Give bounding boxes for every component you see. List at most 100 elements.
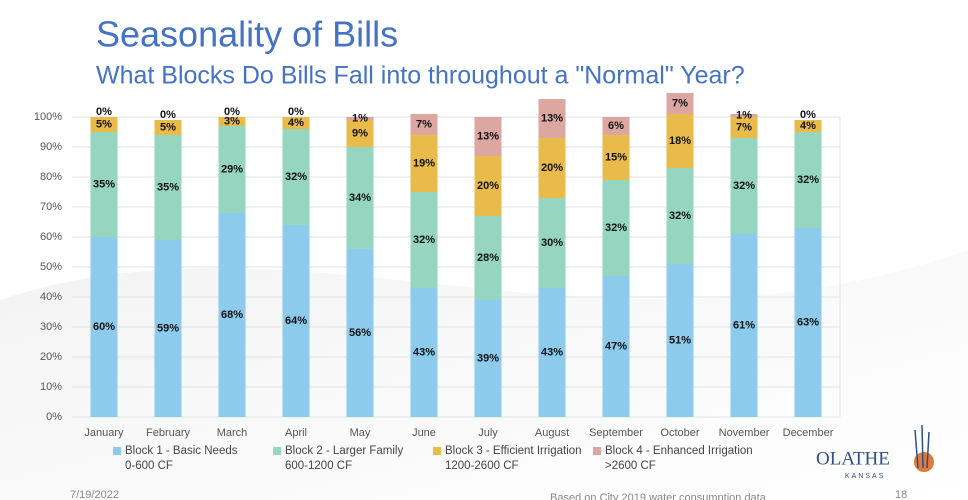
y-tick-label: 80% bbox=[40, 171, 62, 183]
value-label: 32% bbox=[285, 171, 307, 183]
bar-segment bbox=[794, 228, 822, 417]
bar-segment bbox=[90, 117, 118, 132]
y-tick-label: 40% bbox=[40, 291, 62, 303]
bar-segment bbox=[90, 237, 118, 417]
bar-segment bbox=[154, 240, 182, 417]
bar-segment bbox=[282, 117, 310, 129]
logo-subtext: KANSAS bbox=[845, 473, 885, 480]
legend-label: Block 3 - Efficient Irrigation bbox=[445, 445, 582, 457]
value-label: 7% bbox=[416, 118, 432, 130]
value-label: 9% bbox=[352, 127, 368, 139]
bar-segment bbox=[346, 120, 374, 147]
bar-segment bbox=[602, 135, 630, 180]
bar-segment bbox=[410, 114, 438, 135]
bar-segment bbox=[218, 126, 246, 213]
legend-swatch bbox=[433, 447, 441, 455]
value-label: 7% bbox=[672, 97, 688, 109]
legend-range: 1200-2600 CF bbox=[445, 460, 519, 472]
value-label: 0% bbox=[288, 106, 304, 118]
value-label: 5% bbox=[96, 118, 112, 130]
legend-label: Block 1 - Basic Needs bbox=[125, 445, 238, 457]
value-label: 39% bbox=[477, 352, 499, 364]
y-tick-label: 90% bbox=[40, 141, 62, 153]
bar-segment bbox=[602, 180, 630, 276]
value-label: 0% bbox=[160, 109, 176, 121]
bar-segment bbox=[538, 138, 566, 198]
value-label: 20% bbox=[477, 180, 499, 192]
value-label: 60% bbox=[93, 321, 115, 333]
value-label: 7% bbox=[736, 121, 752, 133]
slide-source: Based on City 2019 water consumption dat… bbox=[550, 492, 767, 500]
value-label: 35% bbox=[93, 178, 115, 190]
bar-segment bbox=[410, 192, 438, 288]
value-label: 34% bbox=[349, 192, 371, 204]
x-tick-label: June bbox=[412, 427, 436, 439]
value-label: 32% bbox=[413, 234, 435, 246]
bar-segment bbox=[218, 213, 246, 417]
value-label: 5% bbox=[160, 121, 176, 133]
bar-segment bbox=[282, 225, 310, 417]
legend-label: Block 4 - Enhanced Irrigation bbox=[605, 445, 753, 457]
value-label: 47% bbox=[605, 340, 627, 352]
x-tick-label: August bbox=[535, 427, 569, 439]
bar-segment bbox=[602, 276, 630, 417]
logo-sun bbox=[914, 452, 934, 472]
x-tick-label: October bbox=[660, 427, 699, 439]
value-label: 1% bbox=[352, 112, 368, 124]
bar-segment bbox=[538, 198, 566, 288]
value-label: 15% bbox=[605, 151, 627, 163]
value-label: 0% bbox=[800, 109, 816, 121]
value-label: 0% bbox=[96, 106, 112, 118]
value-label: 4% bbox=[288, 117, 304, 129]
bar-segment bbox=[538, 99, 566, 138]
legend-swatch bbox=[593, 447, 601, 455]
logo-text: OLATHE bbox=[816, 448, 890, 469]
bar-segment bbox=[474, 216, 502, 300]
bar-segment bbox=[730, 234, 758, 417]
y-tick-label: 0% bbox=[46, 411, 62, 423]
value-label: 4% bbox=[800, 120, 816, 132]
bar-segment bbox=[474, 117, 502, 156]
bar-segment bbox=[794, 132, 822, 228]
bar-segment bbox=[410, 135, 438, 192]
value-label: 13% bbox=[541, 112, 563, 124]
bar-segment bbox=[730, 114, 758, 117]
value-label: 20% bbox=[541, 162, 563, 174]
chart-subtitle: What Blocks Do Bills Fall into throughou… bbox=[96, 62, 745, 90]
bar-segment bbox=[602, 117, 630, 135]
x-tick-label: January bbox=[84, 427, 124, 439]
value-label: 32% bbox=[605, 222, 627, 234]
value-label: 63% bbox=[797, 316, 819, 328]
bar-segment bbox=[730, 138, 758, 234]
x-tick-label: July bbox=[478, 427, 498, 439]
bar-segment bbox=[410, 288, 438, 417]
x-tick-label: February bbox=[146, 427, 191, 439]
bar-segment bbox=[666, 264, 694, 417]
bar-segment bbox=[154, 120, 182, 135]
logo: OLATHE KANSAS bbox=[816, 424, 934, 480]
bar-segment bbox=[218, 117, 246, 126]
value-label: 68% bbox=[221, 309, 243, 321]
value-label: 0% bbox=[224, 106, 240, 118]
x-tick-label: November bbox=[719, 427, 770, 439]
y-tick-label: 20% bbox=[40, 351, 62, 363]
value-label: 13% bbox=[477, 130, 499, 142]
value-label: 43% bbox=[541, 346, 563, 358]
legend-range: >2600 CF bbox=[605, 460, 656, 472]
value-label: 61% bbox=[733, 319, 755, 331]
value-label: 51% bbox=[669, 334, 691, 346]
slide-page: 18 bbox=[895, 489, 907, 500]
y-tick-label: 50% bbox=[40, 261, 62, 273]
bar-segment bbox=[346, 147, 374, 249]
value-label: 30% bbox=[541, 237, 563, 249]
value-label: 59% bbox=[157, 322, 179, 334]
legend-swatch bbox=[113, 447, 121, 455]
value-label: 6% bbox=[608, 120, 624, 132]
bar-segment bbox=[154, 135, 182, 240]
value-label: 18% bbox=[669, 135, 691, 147]
slide-date: 7/19/2022 bbox=[70, 489, 119, 500]
bar-segment bbox=[90, 132, 118, 237]
value-label: 35% bbox=[157, 181, 179, 193]
bar-segment bbox=[474, 300, 502, 417]
